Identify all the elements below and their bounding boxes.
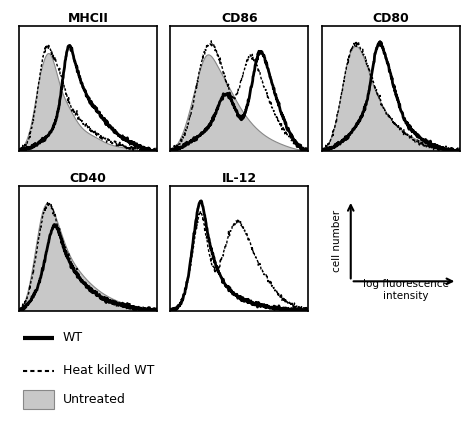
Title: MHCII: MHCII [67,12,108,25]
Text: WT: WT [63,332,82,344]
Text: log fluorescence
intensity: log fluorescence intensity [363,279,449,301]
Bar [23,390,54,409]
Text: Untreated: Untreated [63,393,126,406]
Text: Heat killed WT: Heat killed WT [63,364,154,378]
Title: CD40: CD40 [69,172,106,185]
Title: CD86: CD86 [221,12,258,25]
Text: cell number: cell number [332,210,342,272]
Title: CD80: CD80 [373,12,409,25]
Title: IL-12: IL-12 [222,172,257,185]
